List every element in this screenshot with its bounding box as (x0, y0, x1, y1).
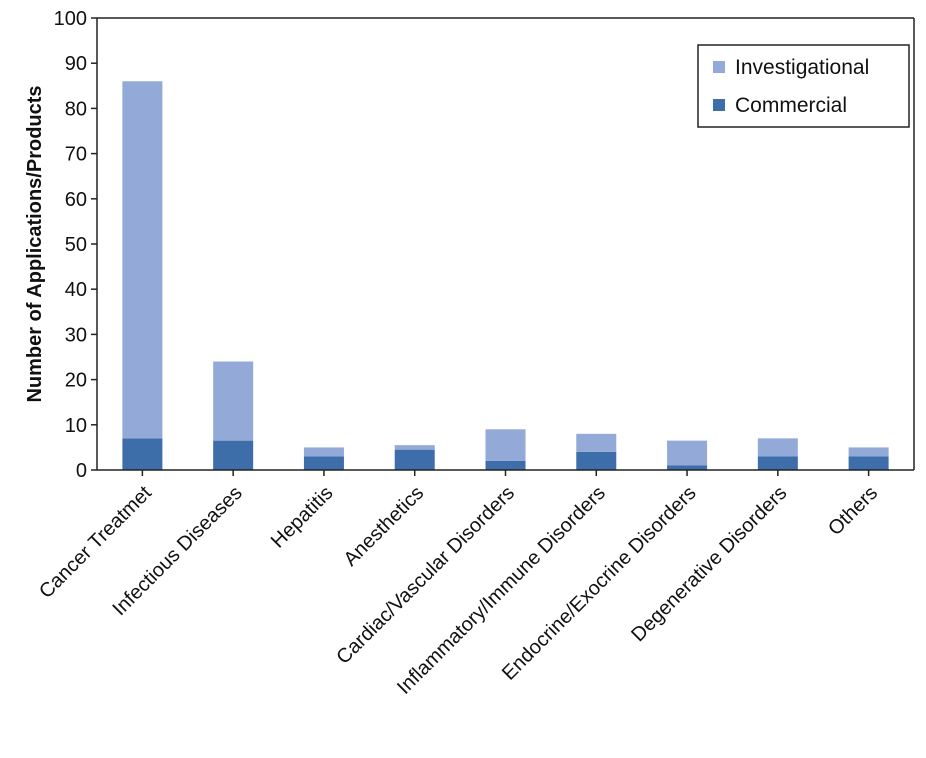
y-tick-label: 10 (65, 415, 87, 437)
y-tick-label: 0 (76, 460, 87, 482)
x-tick-label: Hepatitis (267, 482, 338, 553)
bar-investigational (394, 445, 435, 450)
legend-box (697, 44, 910, 128)
bar-investigational (667, 440, 708, 466)
legend-swatch-commercial (713, 99, 725, 111)
y-tick-label: 40 (65, 279, 87, 301)
legend: Investigational Commercial (697, 44, 910, 128)
bar-investigational (757, 438, 798, 457)
x-tick-label: Cardiac/Vascular Disorders (332, 482, 519, 669)
y-tick-label: 50 (65, 234, 87, 256)
bar-investigational (848, 447, 889, 457)
bar-commercial (848, 456, 889, 470)
bars-layer (122, 81, 889, 470)
x-tick-label: Anesthetics (340, 482, 429, 571)
bar-investigational (122, 81, 163, 439)
y-tick-label: 20 (65, 370, 87, 392)
y-tick-labels: 0 10 20 30 40 50 60 70 80 90 100 (54, 8, 87, 482)
bar-commercial (576, 451, 617, 470)
x-tick-label: Others (824, 482, 882, 540)
bar-commercial (394, 449, 435, 470)
bar-commercial (303, 456, 344, 470)
y-axis-label: Number of Applications/Products (24, 85, 46, 402)
bar-investigational (213, 361, 254, 441)
bar-commercial (667, 465, 708, 470)
y-tick-label: 100 (54, 8, 87, 30)
bar-commercial (122, 438, 163, 470)
y-tick-label: 70 (65, 144, 87, 166)
axes-layer (91, 17, 915, 476)
bar-investigational (576, 433, 617, 452)
y-tick-label: 30 (65, 324, 87, 346)
bar-commercial (213, 440, 254, 470)
legend-swatch-investigational (713, 61, 725, 73)
x-tick-label: Degenerative Disorders (627, 482, 791, 646)
bar-investigational (485, 429, 526, 461)
x-tick-label: Endocrine/Exocrine Disorders (498, 482, 701, 685)
y-tick-label: 80 (65, 98, 87, 120)
bar-commercial (757, 456, 798, 470)
bar-investigational (303, 447, 344, 457)
y-tick-label: 90 (65, 53, 87, 75)
legend-label-commercial: Commercial (735, 94, 847, 117)
legend-label-investigational: Investigational (735, 56, 869, 79)
bar-commercial (485, 460, 526, 470)
y-tick-label: 60 (65, 189, 87, 211)
